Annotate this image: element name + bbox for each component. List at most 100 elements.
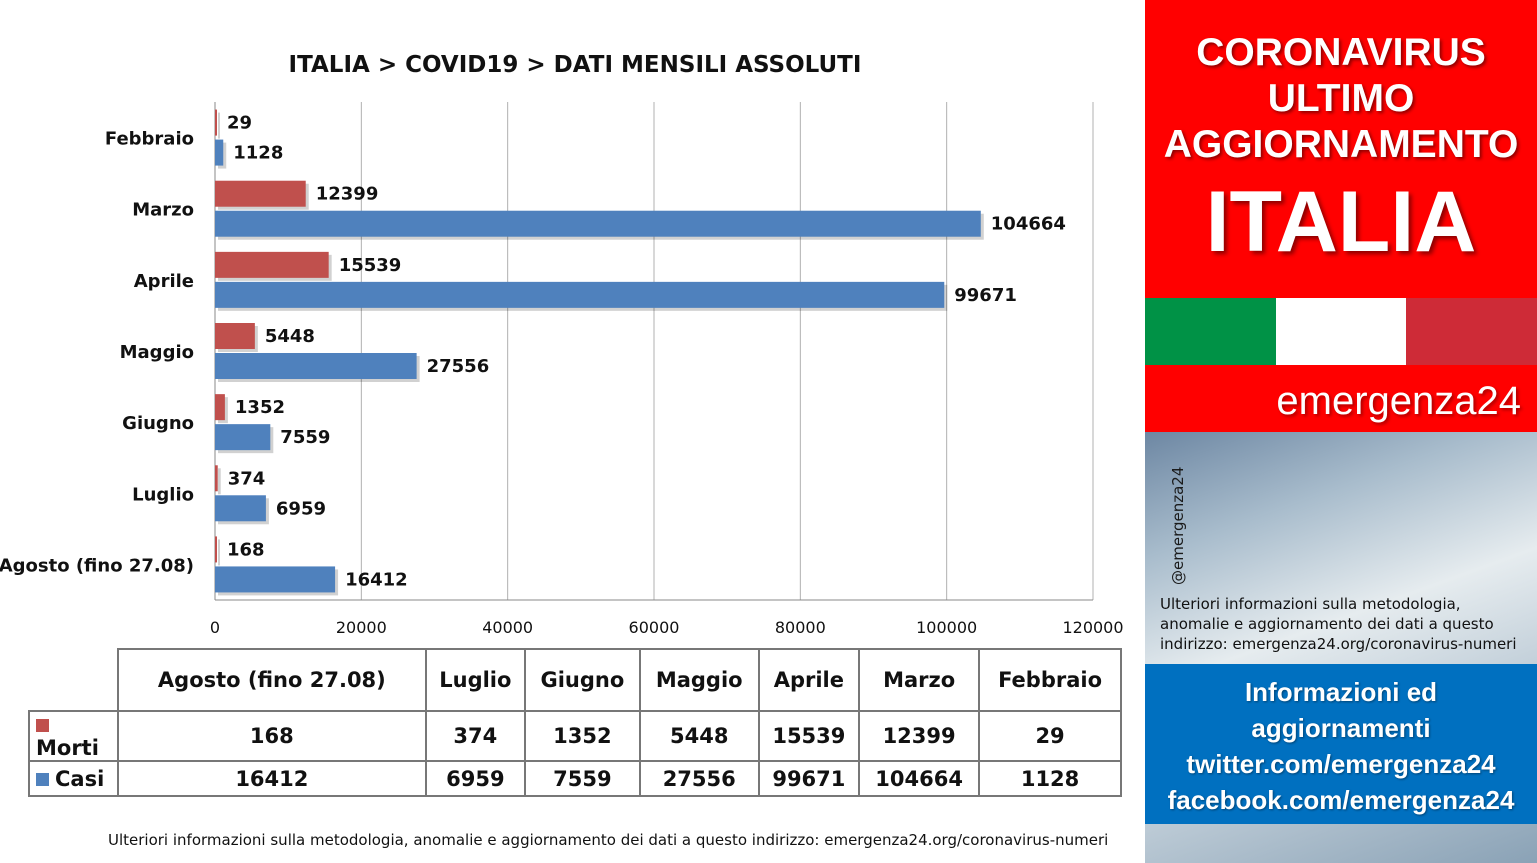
bar-morti bbox=[215, 180, 306, 207]
x-tick-label: 60000 bbox=[629, 618, 680, 637]
chart-title: ITALIA > COVID19 > DATI MENSILI ASSOLUTI bbox=[288, 52, 862, 78]
bar-morti bbox=[215, 323, 255, 349]
italian-flag bbox=[1145, 298, 1537, 365]
category-label: Aprile bbox=[134, 271, 194, 292]
heading-line: AGGIORNAMENTO bbox=[1163, 123, 1519, 166]
table-cell: 374 bbox=[424, 710, 526, 762]
x-tick-label: 120000 bbox=[1062, 618, 1123, 637]
table-cell: 16412 bbox=[117, 760, 427, 797]
column-header: Marzo bbox=[858, 648, 981, 712]
bar-shadow bbox=[218, 468, 221, 495]
data-label: 5448 bbox=[265, 326, 315, 347]
data-label: 15539 bbox=[339, 255, 402, 276]
bar-morti bbox=[215, 394, 225, 421]
data-table: Agosto (fino 27.08) Luglio Giugno Maggio Apr… bbox=[28, 648, 1122, 797]
column-header: Luglio bbox=[424, 648, 526, 712]
data-label: 104664 bbox=[991, 214, 1066, 235]
table-cell: 1128 bbox=[978, 760, 1122, 797]
data-label: 27556 bbox=[427, 356, 490, 377]
brand-name: emergenza24 bbox=[1276, 379, 1521, 423]
info-box: Informazioni ed aggiornamenti twitter.co… bbox=[1145, 664, 1537, 824]
legend-swatch bbox=[36, 773, 49, 786]
data-label: 12399 bbox=[316, 184, 379, 205]
bar-chart: 0 20000 40000 60000 80000 100000 120000 Febbrai… bbox=[0, 102, 1124, 637]
table-cell: 29 bbox=[978, 710, 1122, 762]
twitter-link[interactable]: twitter.com/emergenza24 bbox=[1186, 749, 1496, 779]
column-header: Agosto (fino 27.08) bbox=[117, 648, 427, 712]
category-label: Giugno bbox=[122, 413, 194, 434]
row-label: Morti bbox=[28, 710, 119, 762]
flag-green-stripe bbox=[1145, 298, 1276, 365]
facebook-link[interactable]: facebook.com/emergenza24 bbox=[1167, 785, 1515, 815]
table-corner bbox=[29, 649, 119, 712]
x-tick-label: 0 bbox=[210, 618, 220, 637]
bar-morti bbox=[215, 109, 217, 136]
bar-casi bbox=[215, 210, 981, 237]
info-line: aggiornamenti bbox=[1251, 713, 1431, 743]
table-cell: 27556 bbox=[638, 760, 760, 797]
data-label: 6959 bbox=[276, 498, 326, 519]
country-label: ITALIA bbox=[1205, 174, 1477, 270]
category-label: Febbraio bbox=[105, 129, 194, 150]
bar-casi bbox=[215, 353, 417, 379]
data-label: 374 bbox=[228, 468, 266, 489]
data-label: 168 bbox=[227, 539, 265, 560]
data-label: 99671 bbox=[954, 285, 1017, 306]
table-row: Morti 168 374 1352 5448 15539 12399 29 bbox=[28, 710, 1122, 762]
flag-white-stripe bbox=[1275, 298, 1407, 365]
panel-header: CORONAVIRUS ULTIMO AGGIORNAMENTO ITALIA bbox=[1145, 0, 1537, 298]
table-cell: 5448 bbox=[638, 710, 760, 762]
table-cell: 15539 bbox=[757, 710, 861, 762]
category-label: Marzo bbox=[132, 200, 194, 221]
footnote: Ulteriori informazioni sulla metodologia… bbox=[108, 831, 1109, 849]
info-text: Informazioni ed aggiornamenti twitter.co… bbox=[1145, 674, 1537, 818]
table-cell: 99671 bbox=[757, 760, 861, 797]
panel-note: Ulteriori informazioni sulla metodologia… bbox=[1160, 595, 1517, 653]
x-tick-label: 20000 bbox=[336, 618, 387, 637]
series-name: Morti bbox=[36, 736, 99, 760]
table-row: Casi 16412 6959 7559 27556 99671 104664 1128 bbox=[28, 760, 1122, 797]
data-label: 7559 bbox=[280, 427, 330, 448]
table-cell: 12399 bbox=[858, 710, 981, 762]
flag-red-stripe bbox=[1406, 298, 1537, 365]
column-header: Maggio bbox=[638, 648, 760, 712]
table-cell: 1352 bbox=[523, 710, 641, 762]
bar-shadow bbox=[218, 539, 220, 566]
table-cell: 168 bbox=[117, 710, 427, 762]
bar-shadow bbox=[218, 112, 220, 139]
bar-casi bbox=[215, 139, 224, 166]
table-cell: 7559 bbox=[523, 760, 641, 797]
social-handle: @emergenza24 bbox=[1169, 466, 1187, 585]
bar-casi bbox=[215, 495, 266, 522]
info-line: Informazioni ed bbox=[1244, 677, 1438, 707]
x-tick-label: 40000 bbox=[482, 618, 533, 637]
bar-morti bbox=[215, 251, 329, 278]
bar-morti bbox=[215, 465, 218, 492]
column-header: Giugno bbox=[523, 648, 641, 712]
bar-casi bbox=[215, 281, 945, 308]
table-cell: 104664 bbox=[858, 760, 981, 797]
column-header: Aprile bbox=[757, 648, 861, 712]
data-label: 1128 bbox=[233, 143, 283, 164]
panel-heading: CORONAVIRUS ULTIMO AGGIORNAMENTO bbox=[1145, 30, 1537, 168]
column-header: Febbraio bbox=[978, 648, 1122, 712]
side-panel: CORONAVIRUS ULTIMO AGGIORNAMENTO ITALIA … bbox=[1145, 0, 1537, 863]
x-tick-label: 80000 bbox=[775, 618, 826, 637]
table-cell: 6959 bbox=[424, 760, 526, 797]
data-label: 29 bbox=[227, 113, 252, 134]
series-name: Casi bbox=[55, 766, 105, 791]
data-label: 16412 bbox=[345, 569, 408, 590]
category-label: Agosto (fino 27.08) bbox=[0, 555, 194, 576]
category-label: Luglio bbox=[132, 484, 194, 505]
data-label: 1352 bbox=[235, 397, 285, 418]
x-tick-label: 100000 bbox=[916, 618, 977, 637]
category-label: Maggio bbox=[120, 342, 194, 363]
brand-bar: emergenza24 bbox=[1145, 365, 1537, 432]
legend-swatch bbox=[36, 718, 49, 732]
heading-line: CORONAVIRUS bbox=[1196, 31, 1486, 74]
heading-line: ULTIMO bbox=[1267, 77, 1415, 120]
bar-casi bbox=[215, 566, 336, 593]
bar-morti bbox=[215, 536, 217, 563]
row-label: Casi bbox=[28, 760, 119, 797]
bar-casi bbox=[215, 424, 271, 451]
